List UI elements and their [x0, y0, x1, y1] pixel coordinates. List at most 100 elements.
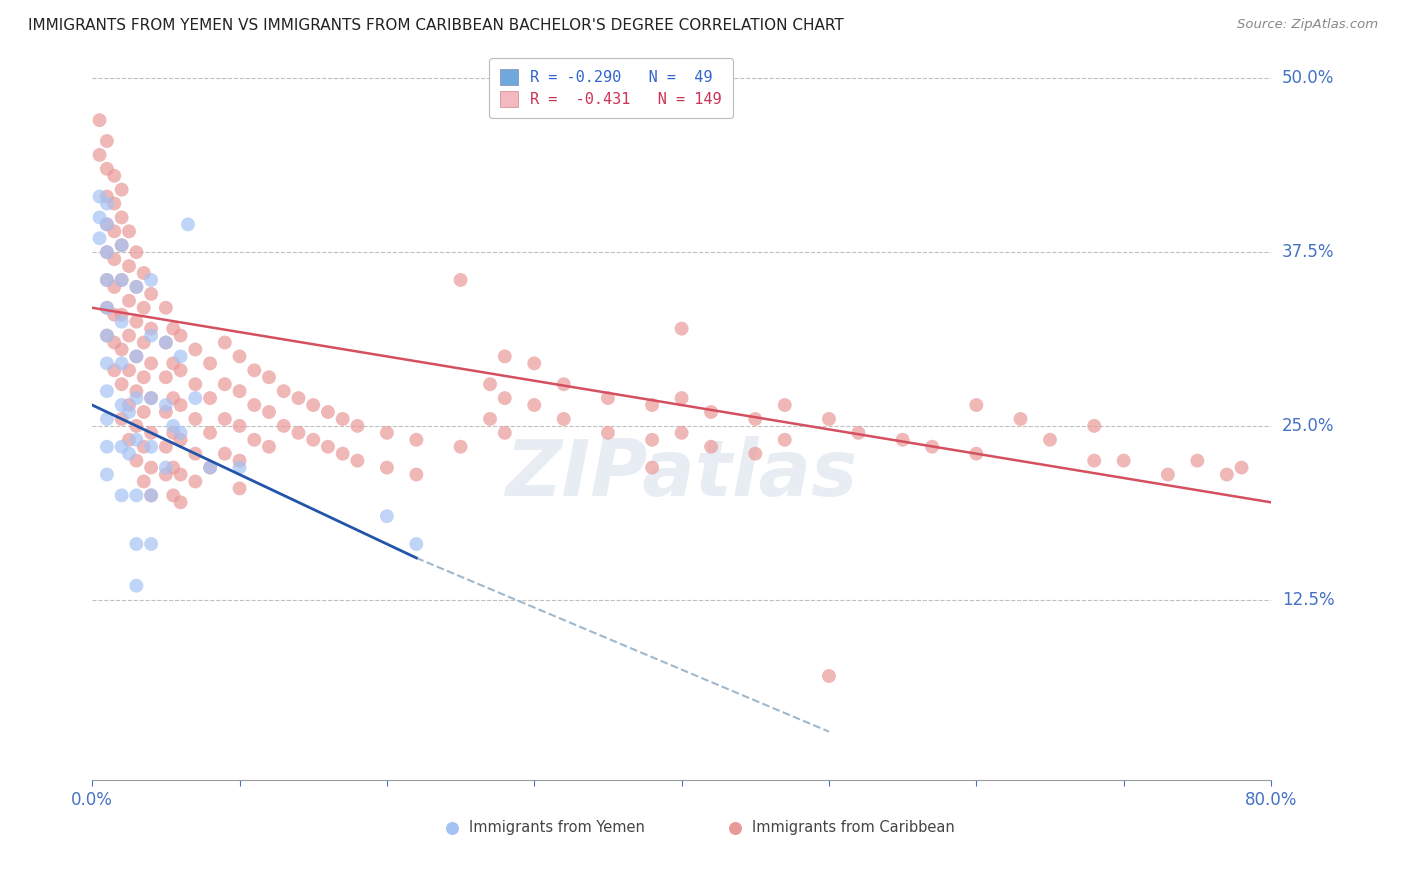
- Point: [125, 579, 148, 593]
- Point: [132, 335, 155, 350]
- Point: [596, 391, 619, 405]
- Point: [700, 405, 723, 419]
- Point: [214, 447, 236, 461]
- Point: [125, 453, 148, 467]
- Point: [118, 293, 141, 308]
- Point: [162, 418, 184, 433]
- Point: [96, 328, 118, 343]
- Point: [139, 425, 162, 440]
- Point: [111, 308, 134, 322]
- Point: [139, 391, 162, 405]
- Point: [103, 308, 125, 322]
- Text: 37.5%: 37.5%: [1282, 244, 1334, 261]
- Point: [228, 482, 250, 496]
- Point: [118, 398, 141, 412]
- Point: [494, 391, 516, 405]
- Point: [155, 467, 177, 482]
- Point: [177, 218, 200, 232]
- Point: [125, 350, 148, 364]
- Point: [96, 467, 118, 482]
- Point: [184, 447, 207, 461]
- Point: [139, 537, 162, 551]
- Point: [184, 377, 207, 392]
- Point: [257, 405, 280, 419]
- Point: [405, 467, 427, 482]
- Point: [96, 196, 118, 211]
- Point: [169, 425, 191, 440]
- Point: [332, 447, 354, 461]
- Point: [155, 335, 177, 350]
- Point: [596, 425, 619, 440]
- Point: [125, 488, 148, 502]
- Point: [214, 335, 236, 350]
- Point: [184, 343, 207, 357]
- Point: [169, 467, 191, 482]
- Point: [671, 425, 693, 440]
- Point: [139, 321, 162, 335]
- Point: [111, 412, 134, 426]
- Point: [139, 488, 162, 502]
- Point: [155, 370, 177, 384]
- Point: [132, 475, 155, 489]
- Point: [169, 328, 191, 343]
- Point: [169, 363, 191, 377]
- Point: [96, 189, 118, 203]
- Point: [111, 238, 134, 252]
- Point: [139, 328, 162, 343]
- Point: [287, 425, 309, 440]
- Point: [198, 356, 221, 370]
- Point: [111, 398, 134, 412]
- Point: [118, 224, 141, 238]
- Point: [96, 161, 118, 176]
- Point: [118, 328, 141, 343]
- Point: [125, 537, 148, 551]
- Point: [125, 280, 148, 294]
- Point: [214, 377, 236, 392]
- Point: [162, 321, 184, 335]
- Point: [155, 440, 177, 454]
- Point: [198, 425, 221, 440]
- Point: [243, 363, 266, 377]
- Point: [405, 537, 427, 551]
- Point: [1216, 467, 1239, 482]
- Point: [96, 218, 118, 232]
- Point: [1112, 453, 1135, 467]
- Point: [273, 418, 295, 433]
- Point: [375, 425, 398, 440]
- Point: [89, 148, 111, 162]
- Point: [96, 356, 118, 370]
- Point: [818, 669, 841, 683]
- Point: [118, 433, 141, 447]
- Point: [773, 433, 796, 447]
- Point: [96, 134, 118, 148]
- Text: 50.0%: 50.0%: [1282, 70, 1334, 87]
- Point: [228, 418, 250, 433]
- Text: ZIPatlas: ZIPatlas: [506, 436, 858, 512]
- Point: [118, 363, 141, 377]
- Point: [96, 301, 118, 315]
- Point: [243, 398, 266, 412]
- Point: [671, 321, 693, 335]
- Point: [139, 286, 162, 301]
- Point: [848, 425, 870, 440]
- Point: [103, 224, 125, 238]
- Point: [198, 460, 221, 475]
- Point: [96, 245, 118, 260]
- Point: [198, 460, 221, 475]
- Point: [111, 315, 134, 329]
- Point: [243, 433, 266, 447]
- Point: [184, 412, 207, 426]
- Point: [103, 335, 125, 350]
- Point: [96, 440, 118, 454]
- Point: [641, 398, 664, 412]
- Point: [257, 440, 280, 454]
- Point: [155, 301, 177, 315]
- Text: 25.0%: 25.0%: [1282, 417, 1334, 435]
- Point: [671, 391, 693, 405]
- Point: [96, 301, 118, 315]
- Point: [553, 377, 575, 392]
- Point: [273, 384, 295, 399]
- Point: [125, 245, 148, 260]
- Point: [96, 412, 118, 426]
- Point: [479, 377, 502, 392]
